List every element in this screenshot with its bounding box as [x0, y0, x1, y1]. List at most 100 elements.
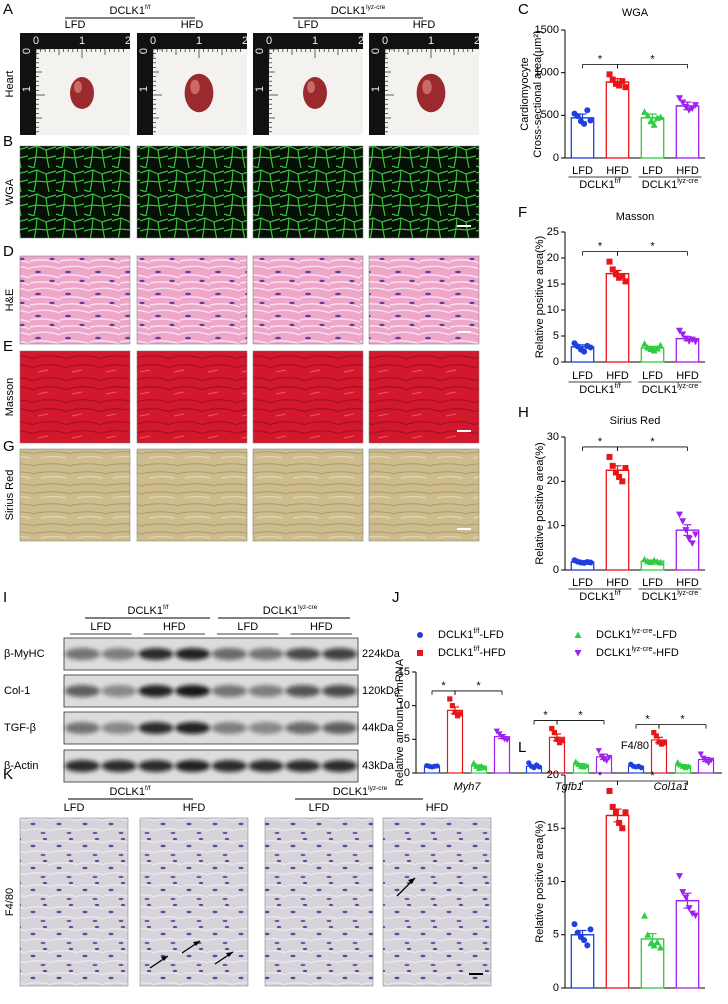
blot-band [174, 648, 211, 660]
f480-image [382, 817, 492, 987]
blot-band [101, 648, 137, 660]
x-tick-label: HFD [676, 577, 699, 589]
data-point [661, 740, 667, 746]
y-tick-label: 10 [398, 700, 410, 712]
diet-label: HFD [310, 621, 333, 633]
y-tick-label: 15 [398, 666, 410, 678]
x-tick-label: LFD [642, 577, 663, 589]
y-tick-label: 10 [547, 304, 559, 316]
blot-band [101, 760, 137, 772]
x-tick-label: LFD [572, 165, 593, 177]
he-image [19, 255, 131, 345]
y-tick-label: 15 [547, 278, 559, 290]
data-point [606, 453, 613, 460]
genotype-label: DCLK1lyz-cre [331, 4, 386, 17]
genotype-label: DCLK1lyz-cre [333, 785, 388, 798]
legend-label: DCLK1f/f-LFD [438, 627, 504, 641]
significance-label: * [598, 436, 603, 448]
blot-band [321, 722, 358, 734]
genotype-label: DCLK1f/f [110, 785, 151, 798]
y-axis-label: Relative positive area(%) [534, 442, 546, 564]
x-tick-label: LFD [572, 370, 593, 382]
blot-band [285, 685, 321, 697]
data-point [584, 107, 591, 114]
label-superscript: f/f [473, 645, 479, 653]
diet-label: HFD [181, 19, 204, 31]
y-tick-label: 5 [553, 929, 559, 941]
ruler-label: 1 [196, 35, 202, 47]
legend-label: DCLK1lyz-cre-HFD [596, 645, 679, 659]
x-tick-label: HFD [676, 370, 699, 382]
panel-letter: L [518, 739, 526, 756]
data-point [657, 558, 664, 566]
x-tick-label: HFD [606, 165, 629, 177]
protein-label: β-MyHC [4, 648, 45, 660]
protein-label: TGF-β [4, 722, 36, 734]
significance-label: * [598, 770, 603, 782]
significance-label: * [441, 680, 446, 692]
x-tick-label: HFD [606, 577, 629, 589]
genotype-label: DCLK1f/f [110, 4, 151, 17]
y-tick-label: 0 [553, 564, 559, 576]
y-tick-label: 1000 [535, 67, 559, 79]
data-point [606, 754, 613, 761]
data-point [417, 650, 423, 656]
sirius-image [19, 448, 131, 542]
diet-label: HFD [413, 19, 436, 31]
data-point [559, 738, 565, 744]
label-superscript: f/f [615, 382, 621, 390]
y-tick-label: 15 [547, 822, 559, 834]
row-label: WGA [4, 178, 16, 205]
data-point [688, 540, 696, 547]
data-point [650, 347, 658, 354]
data-point [619, 478, 626, 485]
data-point [447, 696, 453, 702]
blot-band [285, 648, 321, 660]
blot-band [321, 760, 358, 772]
diet-label: LFD [237, 621, 258, 633]
ruler-label: 1 [370, 86, 382, 92]
protein-label: β-Actin [4, 760, 38, 772]
label-base: DCLK1 [596, 629, 631, 641]
label-superscript: f/f [163, 604, 169, 611]
data-point [481, 764, 488, 771]
data-point [606, 787, 613, 794]
data-point [679, 99, 687, 107]
label-base: DCLK1 [333, 786, 368, 798]
blot-band [138, 760, 174, 772]
arrow-head [226, 952, 233, 957]
data-point [685, 763, 692, 769]
data-point [622, 809, 629, 816]
chart-title: Sirius Red [610, 415, 661, 427]
group-label: DCLK1lyz-cre [642, 177, 699, 191]
label-base: DCLK1 [438, 647, 473, 659]
blot-band [248, 685, 284, 697]
panel-letter: I [3, 589, 7, 606]
ruler-label: 2 [474, 35, 480, 47]
data-point [682, 894, 690, 901]
data-point [644, 931, 652, 938]
y-tick-label: 500 [541, 109, 559, 121]
label-superscript: lyz-cre [677, 589, 698, 597]
wga-image [136, 145, 248, 239]
significance-label: * [650, 436, 655, 448]
blot-band [248, 722, 284, 734]
label-base: DCLK1 [128, 605, 163, 617]
data-point [638, 765, 644, 771]
sirius-image [136, 448, 248, 542]
ruler-label: 1 [312, 35, 318, 47]
arrow-head [193, 941, 200, 946]
data-point [457, 711, 463, 717]
label-superscript: f/f [145, 4, 151, 11]
ruler-label: 0 [150, 35, 156, 47]
data-point [606, 258, 613, 265]
wga-image [19, 145, 131, 239]
label-superscript: lyz-cre [298, 604, 318, 611]
arrow-head [161, 956, 168, 961]
panel-letter: B [3, 133, 13, 150]
label-superscript: lyz-cre [677, 177, 698, 185]
panel-letter: E [3, 338, 13, 355]
data-point [692, 912, 699, 920]
data-point [612, 469, 619, 476]
label-superscript: lyz-cre [631, 627, 652, 635]
